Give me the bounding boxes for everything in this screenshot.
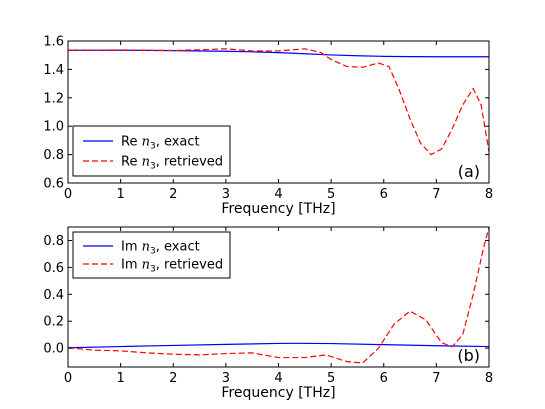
legend-label-0-0: Re n3, exact [121, 135, 200, 152]
x-tick-label-0-5: 5 [327, 187, 335, 202]
y-tick-label-1-0: 0.0 [43, 342, 64, 357]
y-tick-label-1-4: 0.8 [43, 234, 64, 249]
x-tick-label-1-4: 4 [274, 371, 282, 386]
legend-box-0 [72, 125, 231, 177]
legend-box-1 [72, 231, 231, 279]
series-line-0-1 [68, 48, 489, 156]
x-tick-label-0-0: 0 [64, 187, 72, 202]
panel-label-0: (a) [458, 162, 480, 181]
y-tick-label-0-0: 0.6 [43, 177, 64, 192]
x-axis-label-1: Frequency [THz] [221, 385, 335, 401]
x-tick-label-1-8: 8 [485, 371, 493, 386]
y-tick-label-0-4: 1.4 [43, 63, 64, 78]
x-tick-label-1-3: 3 [222, 371, 230, 386]
legend-label-1-0: Im n3, exact [121, 240, 200, 257]
x-axis-label-0: Frequency [THz] [221, 201, 335, 217]
x-tick-label-0-7: 7 [432, 187, 440, 202]
x-tick-label-1-0: 0 [64, 371, 72, 386]
x-tick-label-0-2: 2 [169, 187, 177, 202]
x-tick-label-1-7: 7 [432, 371, 440, 386]
x-tick-label-0-6: 6 [380, 187, 388, 202]
panel-0: 0 1 2 3 4 5 6 7 8 0.6 0.8 1.0 1.2 1.4 1.6 Frequency [TH… [43, 35, 493, 218]
x-tick-label-1-5: 5 [327, 371, 335, 386]
legend-label-1-1: Im n3, retrieved [121, 258, 223, 275]
x-tick-label-0-8: 8 [485, 187, 493, 202]
x-tick-label-1-1: 1 [116, 371, 124, 386]
legend-0: Re n3, exact Re n3, retrieved [72, 125, 231, 177]
y-tick-label-0-1: 0.8 [43, 148, 64, 163]
legend-label-0-1: Re n3, retrieved [121, 155, 223, 172]
panel-label-1: (b) [457, 346, 480, 365]
y-tick-label-0-5: 1.6 [43, 35, 64, 50]
series-line-0-0 [68, 49, 489, 58]
series-line-1-0 [68, 342, 489, 349]
x-tick-label-0-1: 1 [116, 187, 124, 202]
x-tick-label-0-4: 4 [274, 187, 282, 202]
x-tick-label-1-6: 6 [380, 371, 388, 386]
panel-1: 0 1 2 3 4 5 6 7 8 0.0 0.2 0.4 0.6 0.8 Frequency [THz] (… [43, 226, 493, 401]
y-tick-label-0-3: 1.2 [43, 91, 64, 106]
series-line-1-1 [68, 227, 489, 364]
x-tick-label-0-3: 3 [222, 187, 230, 202]
y-tick-label-1-3: 0.6 [43, 261, 64, 276]
x-tick-label-1-2: 2 [169, 371, 177, 386]
y-tick-label-0-2: 1.0 [43, 120, 64, 135]
y-tick-label-1-2: 0.4 [43, 288, 64, 303]
y-tick-label-1-1: 0.2 [43, 315, 64, 330]
